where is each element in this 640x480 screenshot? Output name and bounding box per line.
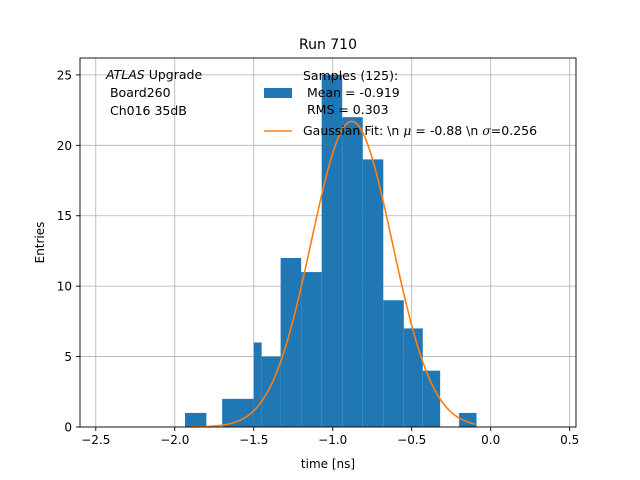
histogram-bar (185, 412, 207, 427)
atlas-annotation: ATLAS Upgrade Board260 Ch016 35dB (105, 67, 202, 118)
histogram-bar (301, 272, 322, 427)
legend-samples-line-3: RMS = 0.303 (303, 102, 389, 117)
legend-fit-mu-symbol: μ (403, 123, 411, 138)
histogram-bar (321, 74, 343, 428)
x-axis-label: time [ns] (301, 457, 355, 471)
y-tick-label: 5 (64, 350, 72, 364)
x-axis: −2.5 −2.0 −1.5 −1.0 −0.5 0.0 0.5 (81, 427, 579, 447)
histogram-bar (422, 370, 441, 427)
annotation-line-1: ATLAS Upgrade (105, 67, 202, 82)
x-tick-label: −1.0 (318, 433, 347, 447)
histogram-bar (403, 328, 423, 427)
y-axis: 0 5 10 15 20 25 (57, 68, 80, 435)
legend-samples-line-1: Samples (125): (303, 68, 398, 83)
x-tick-label: −0.5 (397, 433, 426, 447)
legend-samples-swatch (264, 88, 292, 98)
annotation-line-3: Ch016 35dB (106, 103, 187, 118)
histogram-bar (342, 117, 363, 427)
x-tick-label: −2.0 (160, 433, 189, 447)
histogram-bars (185, 74, 477, 428)
y-tick-label: 25 (57, 68, 72, 82)
histogram-bar (261, 356, 281, 427)
atlas-italic-label: ATLAS (105, 67, 145, 82)
histogram-bar (383, 300, 404, 427)
x-tick-label: 0.0 (481, 433, 500, 447)
y-tick-label: 15 (57, 209, 72, 223)
legend-samples-line-2: Mean = -0.919 (303, 85, 400, 100)
y-tick-label: 10 (57, 280, 72, 294)
x-tick-label: −2.5 (81, 433, 110, 447)
legend-fit-sigma-symbol: σ (482, 123, 491, 138)
plot-frame (79, 57, 577, 428)
histogram-bar (362, 159, 384, 427)
chart-title: Run 710 (299, 37, 357, 53)
y-axis-label: Entries (33, 222, 47, 264)
gaussian-fit-curve (190, 120, 476, 428)
x-tick-label: −1.5 (239, 433, 268, 447)
legend: Samples (125): Mean = -0.919 RMS = 0.303… (264, 68, 537, 138)
upgrade-label: Upgrade (145, 67, 203, 82)
legend-fit-mu-value: = -0.88 \n (411, 123, 482, 138)
legend-fit-prefix: Gaussian Fit: \n (303, 123, 403, 138)
histogram-bar (222, 398, 238, 427)
histogram-bar (280, 257, 302, 427)
x-tick-label: 0.5 (560, 433, 579, 447)
annotation-line-2: Board260 (106, 85, 171, 100)
legend-fit-sigma-value: =0.256 (491, 123, 537, 138)
y-tick-label: 0 (64, 421, 72, 435)
histogram-bar (253, 342, 262, 427)
y-tick-label: 20 (57, 139, 72, 153)
legend-fit-label: Gaussian Fit: \n μ = -0.88 \n σ=0.256 (303, 123, 537, 138)
